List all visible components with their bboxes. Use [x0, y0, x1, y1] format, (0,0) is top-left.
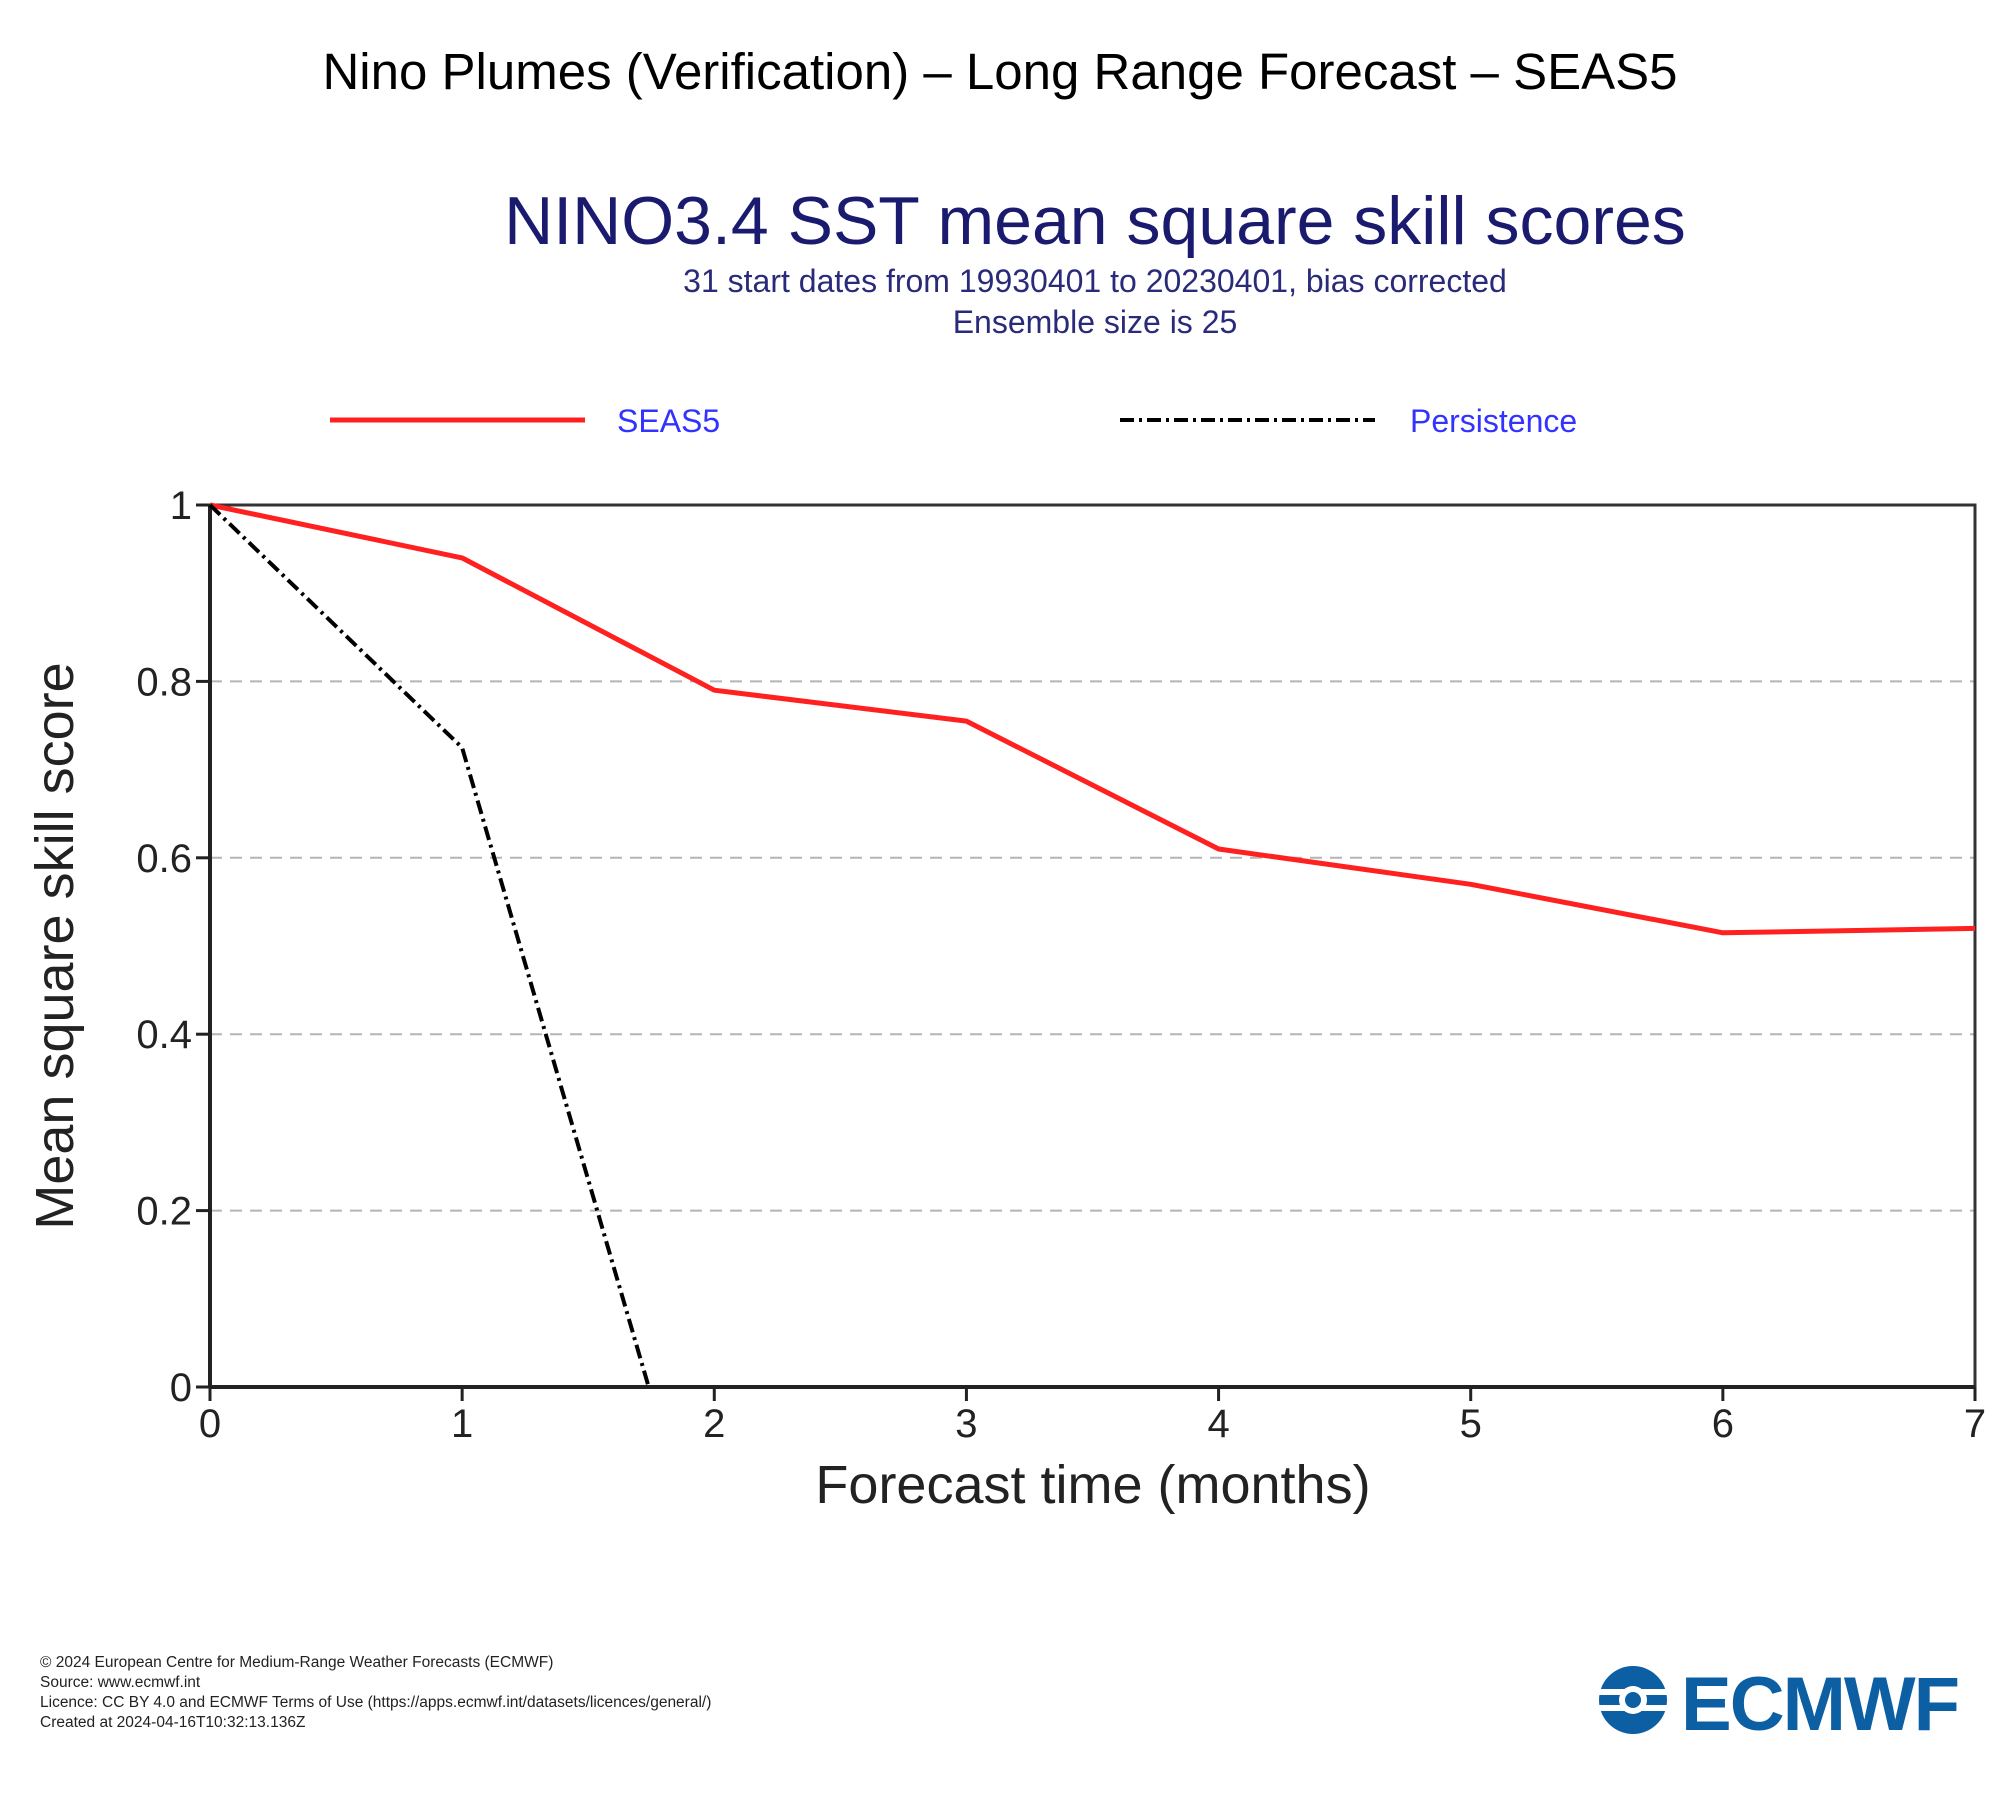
copyright-text: © 2024 European Centre for Medium-Range …	[40, 1654, 554, 1671]
footer: © 2024 European Centre for Medium-Range …	[40, 1653, 711, 1733]
tick-labels: 0 0.2 0.4 0.6 0.8 1 0 1 2 3 4 5 6 7	[136, 484, 1986, 1446]
x-tick-label: 5	[1460, 1402, 1482, 1446]
y-tick-label: 0.4	[136, 1013, 192, 1057]
legend: SEAS5 Persistence	[330, 403, 1577, 439]
y-tick-label: 0	[170, 1366, 192, 1410]
x-tick-label: 6	[1712, 1402, 1734, 1446]
series-line-persistence	[208, 503, 651, 1388]
chart-subtitle-line: 31 start dates from 19930401 to 20230401…	[683, 263, 1507, 299]
ecmwf-logo-icon	[1599, 1666, 1671, 1734]
x-tick-label: 7	[1964, 1402, 1986, 1446]
x-axis-label: Forecast time (months)	[815, 1455, 1370, 1515]
axis-ticks	[196, 503, 1977, 1401]
source-text: Source: www.ecmwf.int	[40, 1674, 201, 1691]
chart: NINO3.4 SST mean square skill scores 31 …	[25, 183, 1986, 1515]
page-title: Nino Plumes (Verification) – Long Range …	[322, 43, 1678, 100]
ecmwf-logo: ECMWF	[1599, 1662, 1960, 1738]
legend-label-persistence: Persistence	[1410, 403, 1577, 439]
created-text: Created at 2024-04-16T10:32:13.136Z	[40, 1714, 306, 1731]
licence-text: Licence: CC BY 4.0 and ECMWF Terms of Us…	[40, 1694, 712, 1711]
x-tick-label: 4	[1207, 1402, 1229, 1446]
x-tick-label: 3	[955, 1402, 977, 1446]
x-tick-label: 1	[451, 1402, 473, 1446]
chart-subtitle-line: Ensemble size is 25	[953, 304, 1238, 340]
x-tick-label: 0	[199, 1402, 221, 1446]
grid	[210, 680, 1975, 1212]
legend-label-seas5: SEAS5	[617, 403, 720, 439]
chart-title: NINO3.4 SST mean square skill scores	[504, 183, 1686, 259]
y-axis-label: Mean square skill score	[25, 662, 85, 1229]
y-tick-label: 1	[170, 484, 192, 528]
series-group	[208, 502, 1976, 1388]
ecmwf-logo-text: ECMWF	[1681, 1662, 1958, 1738]
y-tick-label: 0.2	[136, 1190, 192, 1234]
y-tick-label: 0.6	[136, 837, 192, 881]
y-tick-label: 0.8	[136, 660, 192, 704]
x-tick-label: 2	[703, 1402, 725, 1446]
series-line-seas5	[209, 502, 1976, 936]
plot-frame	[208, 503, 1977, 1389]
